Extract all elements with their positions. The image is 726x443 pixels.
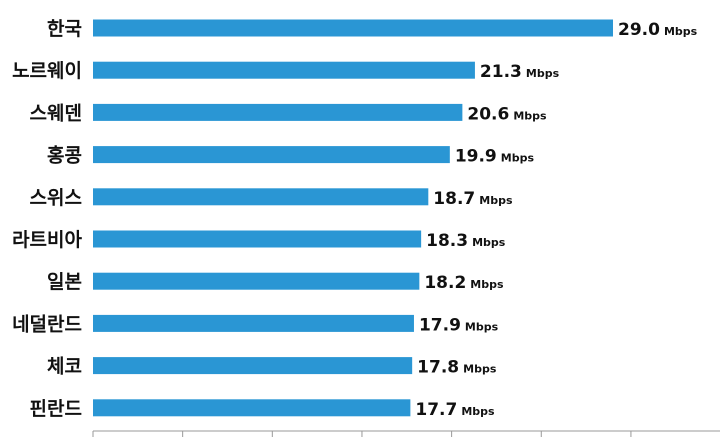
bar [93, 188, 429, 206]
value-label: 18.7 Mbps [433, 189, 513, 209]
bar [93, 399, 411, 417]
category-label: 노르웨이 [12, 60, 82, 82]
bar [93, 272, 420, 290]
value-labels: 29.0 Mbps 21.3 Mbps 20.6 Mbps 19.9 Mbps 18.7 Mbps… [415, 20, 697, 420]
bar [93, 230, 422, 248]
value-label: 29.0 Mbps [618, 20, 698, 40]
value-label: 19.9 Mbps [455, 147, 535, 167]
unit-label: Mbps [664, 25, 698, 38]
value-label: 18.2 Mbps [424, 273, 504, 293]
value-label: 18.3 Mbps [426, 231, 506, 251]
category-label: 네덜란드 [12, 313, 82, 335]
category-label: 핀란드 [30, 398, 82, 420]
category-label: 홍콩 [47, 144, 82, 167]
unit-label: Mbps [472, 236, 506, 249]
category-label: 스웨덴 [30, 102, 82, 124]
unit-label: Mbps [461, 405, 495, 418]
unit-label: Mbps [526, 67, 560, 80]
value-label: 20.6 Mbps [467, 104, 547, 124]
category-label: 스위스 [30, 187, 82, 209]
category-label: 한국 [47, 18, 82, 40]
value-label: 17.7 Mbps [415, 400, 495, 420]
value-label: 17.8 Mbps [417, 358, 497, 378]
value-label: 21.3 Mbps [480, 62, 560, 82]
unit-label: Mbps [463, 363, 497, 376]
value-label: 17.9 Mbps [419, 315, 499, 335]
category-label: 라트비아 [12, 229, 82, 251]
unit-label: Mbps [501, 152, 535, 165]
bar [93, 19, 613, 37]
category-label: 체코 [47, 356, 82, 378]
bar [93, 103, 463, 121]
unit-label: Mbps [513, 109, 547, 122]
unit-label: Mbps [465, 320, 499, 333]
category-label: 일본 [47, 271, 82, 293]
unit-label: Mbps [479, 194, 513, 207]
bar [93, 314, 414, 332]
bar [93, 146, 450, 164]
bar [93, 357, 413, 375]
x-axis [92, 430, 720, 437]
bars [93, 19, 613, 417]
unit-label: Mbps [470, 278, 504, 291]
bar [93, 61, 475, 79]
